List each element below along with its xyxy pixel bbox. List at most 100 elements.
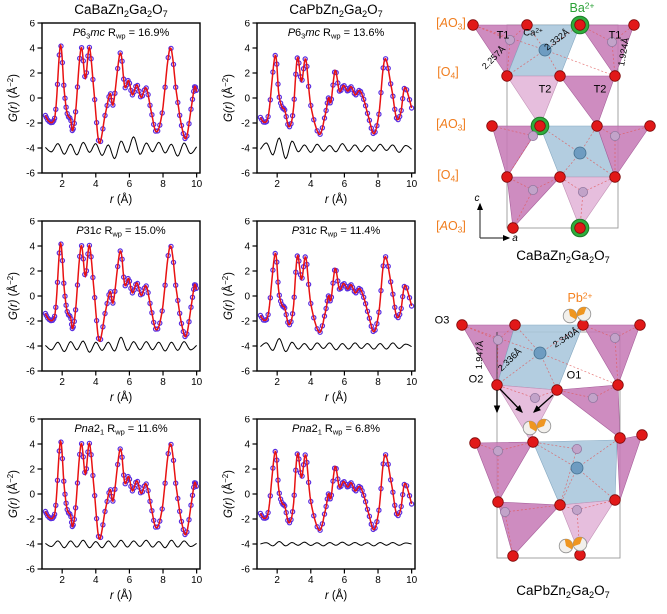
lead-atom bbox=[576, 306, 592, 322]
data-points bbox=[42, 439, 199, 541]
y-axis-label: G(r) (Å−2) bbox=[221, 470, 235, 518]
spacegroup-rwp-annotation: P63mc Rwp = 13.6% bbox=[287, 27, 385, 41]
pdf-plot: -6 -4 -2 0 2 4 6 2 4 6 8 10 bbox=[241, 218, 418, 388]
bond-line bbox=[544, 24, 581, 51]
oxygen-atom bbox=[628, 19, 640, 31]
fit-line bbox=[44, 241, 198, 343]
y-tick-label: -4 bbox=[241, 342, 250, 353]
x-tick-label: 10 bbox=[406, 575, 418, 586]
bond-line bbox=[504, 504, 561, 513]
y-tick-label: -2 bbox=[26, 119, 35, 130]
bond-line bbox=[559, 504, 578, 511]
y-tick-label: -6 bbox=[26, 565, 35, 576]
cation-site-atom bbox=[609, 333, 620, 344]
lead-atom bbox=[522, 420, 538, 436]
polyhedron-face bbox=[559, 176, 616, 229]
y-tick-label: -4 bbox=[241, 540, 250, 551]
polyhedron-face bbox=[496, 384, 558, 441]
x-tick-label: 2 bbox=[274, 575, 280, 586]
oxygen-atom bbox=[554, 499, 566, 511]
oxygen-atom bbox=[501, 70, 513, 82]
cation-site-atom bbox=[577, 186, 588, 197]
polyhedron-face bbox=[491, 125, 541, 178]
oxygen-atom bbox=[574, 222, 586, 234]
oxygen-atom bbox=[591, 120, 603, 132]
bond-line bbox=[496, 352, 541, 386]
x-tick-label: 4 bbox=[93, 377, 99, 388]
spacegroup-rwp-annotation: P31c Rwp = 15.0% bbox=[76, 225, 166, 239]
oxygen-atom bbox=[469, 437, 481, 449]
pdf-plot: -6 -4 -2 0 2 4 6 2 4 6 8 10 bbox=[241, 416, 418, 586]
atom-label-o1: O1 bbox=[566, 369, 582, 382]
x-tick-label: 8 bbox=[375, 377, 381, 388]
bond-line bbox=[576, 439, 618, 469]
spacegroup-rwp-annotation: Pna21 Rwp = 11.6% bbox=[74, 423, 168, 437]
x-tick-label: 2 bbox=[274, 377, 280, 388]
x-axis-label: r (Å) bbox=[109, 590, 133, 602]
oxygen-atom bbox=[509, 319, 521, 331]
oxygen-atom bbox=[574, 549, 586, 561]
polyhedron-face bbox=[616, 434, 643, 501]
y-tick-label: 2 bbox=[244, 465, 250, 476]
oxygen-atom bbox=[534, 120, 546, 132]
x-tick-label: 4 bbox=[93, 179, 99, 190]
y-tick-label: -2 bbox=[241, 317, 250, 328]
bond-line bbox=[512, 189, 534, 229]
x-tick-label: 6 bbox=[127, 575, 133, 586]
pdf-panel-caba-1: -6 -4 -2 0 2 4 6 2 4 6 8 10 P31c Rwp = 15.0% G(r) (Å−… bbox=[0, 218, 215, 416]
y-tick-label: -6 bbox=[26, 169, 35, 180]
cation-site-atom bbox=[493, 335, 504, 346]
axis-ticks: -6 -4 -2 0 2 4 6 2 4 6 8 10 bbox=[26, 416, 203, 586]
x-axis-label: r (Å) bbox=[324, 392, 348, 404]
pdf-plot: -6 -4 -2 0 2 4 6 2 4 6 8 10 bbox=[26, 20, 203, 190]
bond-line bbox=[461, 324, 499, 341]
data-points bbox=[257, 250, 415, 335]
x-tick-label: 2 bbox=[59, 377, 65, 388]
lead-atom bbox=[536, 418, 552, 434]
pdf-plot: -6 -4 -2 0 2 4 6 2 4 6 8 10 bbox=[26, 416, 203, 586]
y-tick-label: 4 bbox=[29, 242, 35, 253]
calcium-atom bbox=[573, 146, 587, 160]
site-label-t2: T2 bbox=[593, 83, 607, 96]
x-tick-label: 4 bbox=[308, 377, 314, 388]
y-tick-label: 2 bbox=[244, 69, 250, 80]
y-axis-label: G(r) (Å−2) bbox=[6, 470, 20, 518]
lead-atom bbox=[558, 538, 574, 554]
layer-label-ao3: [AO3] bbox=[436, 116, 466, 133]
oxygen-atom bbox=[554, 70, 566, 82]
x-tick-label: 10 bbox=[406, 377, 418, 388]
x-tick-label: 8 bbox=[375, 575, 381, 586]
bond-line bbox=[559, 467, 578, 506]
x-tick-label: 8 bbox=[160, 377, 166, 388]
y-tick-label: 0 bbox=[29, 490, 35, 501]
x-tick-label: 8 bbox=[375, 179, 381, 190]
polyhedron-face bbox=[559, 75, 616, 127]
bonds bbox=[461, 324, 641, 557]
x-tick-label: 8 bbox=[160, 575, 166, 586]
oxygen-atom bbox=[521, 19, 533, 31]
cation-site-atom bbox=[528, 130, 539, 141]
cation-site-atom bbox=[587, 393, 598, 404]
pdf-panel-capb-2: -6 -4 -2 0 2 4 6 2 4 6 8 10 Pna21 Rwp = 6.8% G(r) (Å−… bbox=[215, 416, 430, 614]
bond-line bbox=[532, 441, 578, 450]
difference-line bbox=[260, 540, 412, 547]
x-tick-label: 6 bbox=[342, 575, 348, 586]
cation-site-atom bbox=[493, 445, 504, 456]
y-axis-label: G(r) (Å−2) bbox=[221, 272, 235, 320]
y-tick-label: 4 bbox=[244, 242, 250, 253]
cation-site-atom bbox=[500, 506, 511, 517]
pdf-panel-capb-0: -6 -4 -2 0 2 4 6 2 4 6 8 10 P63mc Rwp = 13.6% G(r) (Å… bbox=[215, 20, 430, 218]
difference-line bbox=[260, 337, 412, 353]
atoms bbox=[456, 306, 648, 562]
data-points bbox=[257, 52, 415, 137]
pdf-plot: -6 -4 -2 0 2 4 6 2 4 6 8 10 bbox=[241, 20, 418, 190]
y-tick-label: 0 bbox=[244, 490, 250, 501]
x-tick-label: 10 bbox=[191, 179, 203, 190]
spacegroup-rwp-annotation: Pna21 Rwp = 6.8% bbox=[291, 423, 381, 437]
site-label-t1: T1 bbox=[496, 29, 510, 42]
polyhedron-face bbox=[497, 501, 561, 557]
y-tick-label: -2 bbox=[241, 515, 250, 526]
y-tick-label: -4 bbox=[26, 342, 35, 353]
y-tick-label: 2 bbox=[29, 267, 35, 278]
polyhedron-face bbox=[506, 176, 561, 229]
